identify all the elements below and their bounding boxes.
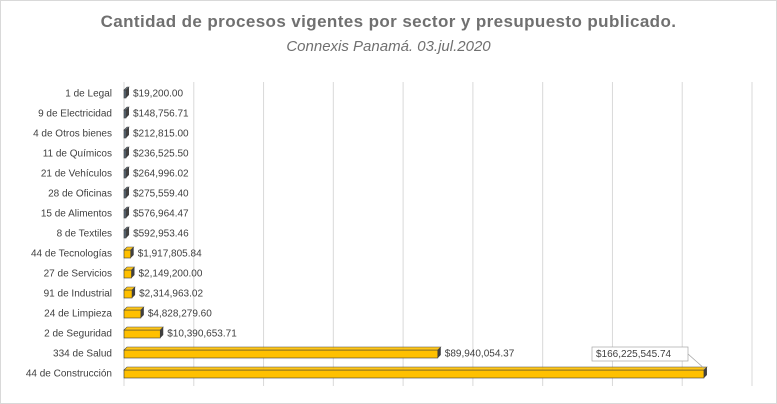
bar-side [437, 347, 441, 358]
bar-side [160, 327, 164, 338]
bar-side [130, 247, 134, 258]
value-label: $576,964.47 [133, 209, 189, 220]
bar [123, 189, 127, 199]
category-label: 1 de Legal [65, 89, 112, 100]
bar-side [703, 367, 707, 378]
value-label: $148,756.71 [133, 109, 189, 120]
bar-side [126, 87, 129, 98]
bar [123, 169, 127, 179]
bar-side [126, 147, 129, 158]
bar [123, 309, 142, 319]
bar-side [140, 307, 144, 318]
value-label: $1,917,805.84 [138, 249, 202, 260]
bar-side [132, 287, 136, 298]
bar [123, 249, 131, 259]
category-label: 27 de Servicios [44, 269, 112, 280]
bar [123, 209, 127, 219]
chart-subtitle: Connexis Panamá. 03.jul.2020 [286, 38, 491, 55]
value-label: $212,815.00 [133, 129, 189, 140]
value-label: $166,225,545.74 [596, 349, 672, 360]
bar-side [126, 127, 129, 138]
bar [123, 89, 127, 99]
bar-top [123, 366, 708, 371]
category-label: 15 de Alimentos [41, 209, 112, 220]
value-label: $275,559.40 [133, 189, 189, 200]
bar [123, 149, 127, 159]
bar-side [126, 207, 130, 218]
category-label: 44 de Tecnologías [31, 249, 112, 260]
bar-side [126, 187, 129, 198]
bar [123, 329, 161, 339]
bar-top [123, 326, 164, 331]
value-label: $89,940,054.37 [445, 349, 515, 360]
category-label: 9 de Electricidad [38, 109, 112, 120]
category-label: 28 de Oficinas [48, 189, 112, 200]
bar [123, 369, 705, 379]
value-label: $10,390,653.71 [167, 329, 237, 340]
category-label: 21 de Vehículos [41, 169, 112, 180]
bar-side [126, 167, 129, 178]
bar [123, 129, 127, 139]
value-label: $264,996.02 [133, 169, 189, 180]
bar-side [126, 107, 129, 118]
value-label-leader [687, 353, 706, 370]
bar-side [131, 267, 135, 278]
bar [123, 109, 127, 119]
value-label: $2,149,200.00 [138, 269, 202, 280]
value-label: $236,525.50 [133, 149, 189, 160]
value-label: $4,828,279.60 [148, 309, 212, 320]
category-label: 4 de Otros bienes [33, 129, 112, 140]
bar-side [126, 227, 130, 238]
bar [123, 349, 439, 359]
category-label: 8 de Textiles [57, 229, 112, 240]
category-label: 334 de Salud [53, 349, 112, 360]
value-label: $2,314,963.02 [139, 289, 203, 300]
value-label: $19,200.00 [133, 89, 183, 100]
category-label: 44 de Construcción [26, 369, 112, 380]
category-label: 11 de Químicos [43, 149, 112, 160]
bar-top [123, 346, 442, 351]
category-label: 24 de Limpieza [44, 309, 112, 320]
chart-title: Cantidad de procesos vigentes por sector… [100, 12, 677, 31]
value-label: $592,953.46 [133, 229, 189, 240]
category-label: 91 de Industrial [44, 289, 112, 300]
category-label: 2 de Seguridad [44, 329, 112, 340]
bar-top [123, 306, 145, 311]
bar [123, 269, 132, 279]
bar [123, 229, 127, 239]
bar [123, 289, 133, 299]
